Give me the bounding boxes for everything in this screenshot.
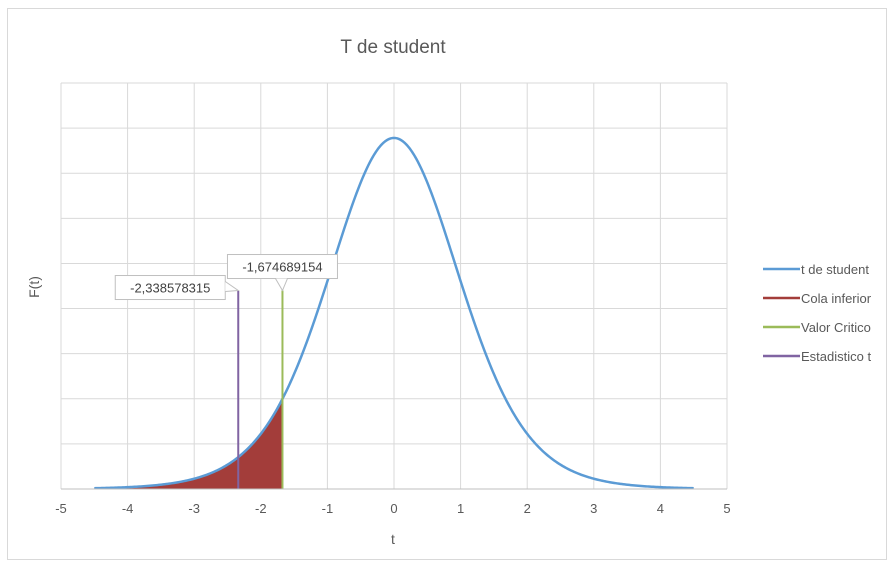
x-tick-label: 0 — [390, 501, 397, 516]
axis-layer: -5 -4 -3 -2 -1 0 1 2 3 4 5 — [55, 488, 731, 516]
t-student-chart: -1,674689154 -2,338578315 -5 -4 -3 -2 -1 0 1 2 3 4… — [26, 37, 872, 547]
callout-label: -2,338578315 — [130, 281, 210, 296]
callout-box — [226, 254, 338, 280]
callout-pointer — [275, 278, 288, 292]
x-tick-label: -5 — [55, 501, 67, 516]
x-tick-label: 3 — [590, 501, 597, 516]
y-axis-title: F(t) — [26, 276, 42, 298]
legend-label: t de student — [801, 262, 869, 277]
vline-layer — [237, 290, 284, 489]
callout-label: -1,674689154 — [242, 260, 322, 275]
legend: t de student Cola inferior Valor Critico Es… — [763, 262, 872, 364]
legend-label: Valor Critico — [801, 320, 871, 335]
cola-inferior-area — [94, 398, 283, 489]
x-tick-label: 2 — [524, 501, 531, 516]
x-axis-title: t — [391, 531, 395, 547]
data-callout: -1,674689154 — [226, 254, 338, 292]
area-layer — [94, 398, 283, 489]
x-tick-label: -1 — [322, 501, 334, 516]
callout-box — [114, 275, 226, 301]
line-layer — [94, 136, 694, 490]
x-tick-label: -2 — [255, 501, 267, 516]
data-callout: -2,338578315 — [114, 275, 240, 301]
x-tick-label: 4 — [657, 501, 664, 516]
x-tick-label: -4 — [122, 501, 134, 516]
legend-label: Estadistico t — [801, 349, 871, 364]
x-tick-label: 1 — [457, 501, 464, 516]
x-tick-label: 5 — [723, 501, 730, 516]
chart-frame: -1,674689154 -2,338578315 -5 -4 -3 -2 -1 0 1 2 3 4… — [7, 8, 887, 560]
x-tick-label: -3 — [188, 501, 200, 516]
legend-label: Cola inferior — [801, 291, 872, 306]
t-de-student-line — [94, 136, 694, 490]
callout-layer: -1,674689154 -2,338578315 — [114, 254, 338, 301]
legend-item: Valor Critico — [763, 320, 871, 335]
chart-title: T de student — [340, 37, 446, 58]
grid-layer — [60, 82, 728, 489]
legend-item: t de student — [763, 262, 869, 277]
callout-pointer — [224, 281, 240, 293]
legend-item: Estadistico t — [763, 349, 871, 364]
legend-item: Cola inferior — [763, 291, 872, 306]
